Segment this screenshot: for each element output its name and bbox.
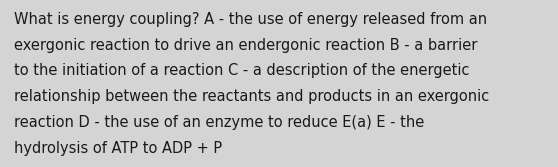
Text: relationship between the reactants and products in an exergonic: relationship between the reactants and p… xyxy=(14,89,489,104)
Text: reaction D - the use of an enzyme to reduce E(a) E - the: reaction D - the use of an enzyme to red… xyxy=(14,115,424,130)
Text: hydrolysis of ATP to ADP + P: hydrolysis of ATP to ADP + P xyxy=(14,141,222,156)
Text: What is energy coupling? A - the use of energy released from an: What is energy coupling? A - the use of … xyxy=(14,12,487,27)
Text: exergonic reaction to drive an endergonic reaction B - a barrier: exergonic reaction to drive an endergoni… xyxy=(14,38,477,53)
Text: to the initiation of a reaction C - a description of the energetic: to the initiation of a reaction C - a de… xyxy=(14,63,469,78)
